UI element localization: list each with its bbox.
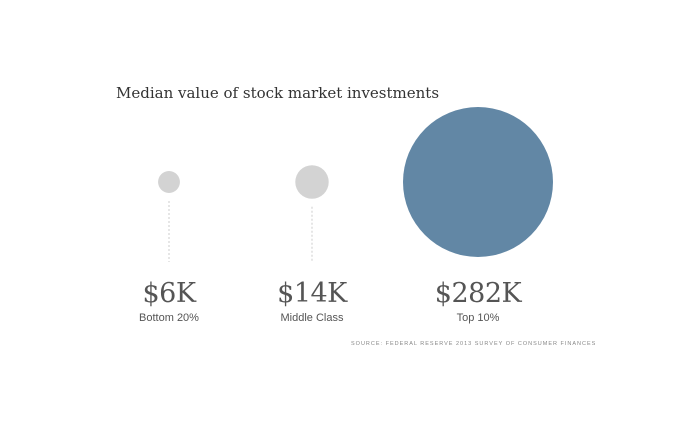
bubble-top-10 xyxy=(403,107,553,257)
category-label-bottom-20: Bottom 20% xyxy=(139,312,199,324)
value-label-top-10: $282K xyxy=(434,278,522,309)
bubble-bottom-20 xyxy=(158,171,180,193)
bubble-middle-class xyxy=(295,165,329,199)
category-label-top-10: Top 10% xyxy=(456,312,500,324)
chart-title: Median value of stock market investments xyxy=(116,84,440,102)
category-label-middle-class: Middle Class xyxy=(280,312,344,324)
source-note: SOURCE: FEDERAL RESERVE 2013 SURVEY OF C… xyxy=(351,341,597,347)
value-label-middle-class: $14K xyxy=(277,278,347,309)
value-label-bottom-20: $6K xyxy=(142,278,196,309)
